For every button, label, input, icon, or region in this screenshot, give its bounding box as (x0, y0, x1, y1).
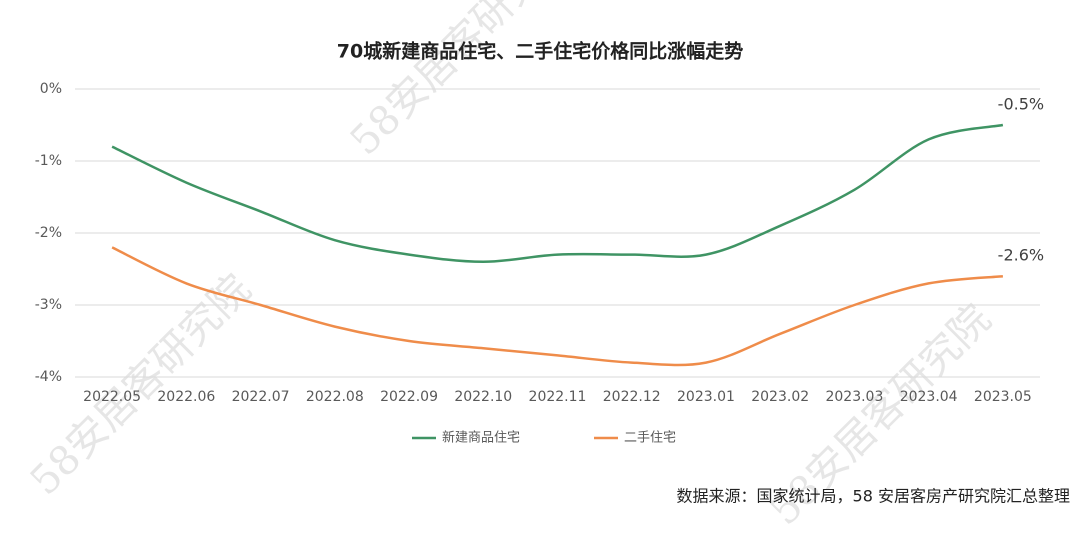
data-line (111, 123, 1004, 264)
x-tick-label: 2022.11 (529, 389, 587, 405)
legend-label: 新建商品住宅 (442, 430, 520, 446)
y-tick-label: 0% (40, 81, 62, 97)
x-tick-label: 2023.04 (900, 389, 958, 405)
x-tick-label: 2022.09 (380, 389, 438, 405)
legend-label: 二手住宅 (624, 431, 676, 446)
data-line (111, 246, 1004, 367)
x-tick-label: 2023.02 (751, 389, 809, 405)
y-tick-label: -3% (35, 297, 62, 313)
watermark: 58安居客研究院 (342, 0, 580, 164)
y-tick-label: -1% (35, 153, 62, 169)
x-tick-label: 2022.08 (306, 389, 364, 405)
x-tick-label: 2023.03 (825, 389, 883, 405)
x-tick-label: 2022.07 (232, 389, 290, 405)
x-tick-label: 2022.10 (454, 389, 512, 405)
x-tick-label: 2022.06 (157, 389, 215, 405)
x-tick-label: 2023.05 (974, 389, 1032, 405)
x-tick-label: 2022.12 (603, 389, 661, 405)
x-tick-label: 2023.01 (677, 389, 735, 405)
chart-title: 70城新建商品住宅、二手住宅价格同比涨幅走势 (337, 40, 743, 63)
y-tick-label: -4% (35, 369, 62, 385)
watermarks: 58安居客研究院 58安居客研究院 58安居客研究院 (22, 0, 1000, 534)
x-tick-label: 2022.05 (83, 389, 141, 405)
data-label: -2.6% (998, 246, 1044, 265)
data-label: -0.5% (998, 95, 1044, 114)
y-tick-label: -2% (35, 225, 62, 241)
source-note: 数据来源：国家统计局，58 安居客房产研究院汇总整理 (677, 487, 1070, 506)
